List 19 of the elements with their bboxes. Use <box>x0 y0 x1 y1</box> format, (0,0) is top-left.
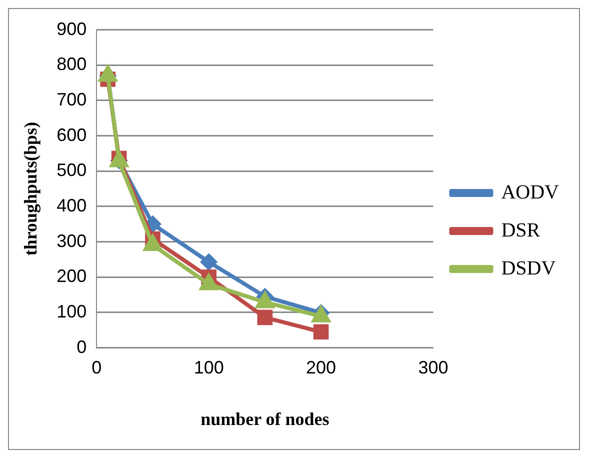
y-tick-label: 500 <box>56 160 87 180</box>
y-tick-label: 800 <box>56 54 87 74</box>
x-tick-label: 100 <box>194 358 224 378</box>
y-tick-label: 600 <box>56 124 87 145</box>
y-tick-label: 100 <box>56 301 87 322</box>
y-tick-label: 900 <box>56 18 87 39</box>
x-tick-label: 300 <box>418 358 448 378</box>
y-axis-title: throughputs(bps) <box>20 122 40 256</box>
legend-label: DSR <box>501 219 541 242</box>
y-tick-label: 0 <box>76 336 87 357</box>
y-tick-label: 200 <box>56 266 87 286</box>
legend-label: AODV <box>501 181 560 204</box>
y-tick-label: 400 <box>56 195 87 216</box>
legend-label: DSDV <box>501 257 556 280</box>
x-tick-label: 0 <box>92 358 102 378</box>
y-tick-label: 300 <box>56 230 87 251</box>
x-tick-label: 200 <box>306 358 336 378</box>
x-axis-title: number of nodes <box>200 408 330 429</box>
y-tick-label: 700 <box>56 89 87 110</box>
